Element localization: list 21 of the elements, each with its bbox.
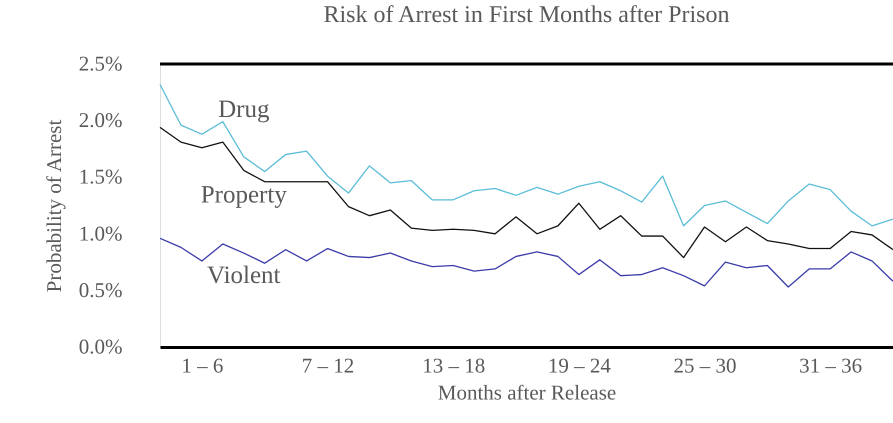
y-tick-label: 2.0% [78, 108, 122, 132]
x-tick-label: 13 – 18 [422, 354, 486, 378]
y-axis-title: Probability of Arrest [42, 120, 66, 292]
line-series [159, 238, 893, 288]
y-tick-label: 1.5% [78, 164, 122, 189]
line-series [159, 84, 893, 227]
y-tick-label: 0.5% [78, 278, 122, 302]
chart-title: Risk of Arrest in First Months after Prison [324, 2, 730, 28]
line-series [159, 126, 893, 258]
y-tick-label: 1.0% [78, 221, 122, 246]
x-tick-label: 19 – 24 [548, 354, 612, 378]
series-label: Drug [218, 96, 270, 123]
x-tick-label: 25 – 30 [674, 354, 737, 378]
series-label: Violent [207, 262, 281, 290]
y-tick-label: 0.0% [78, 334, 122, 358]
x-tick-label: 31 – 36 [799, 354, 862, 378]
y-tick-label: 2.5% [78, 52, 122, 76]
x-tick-label: 7 – 12 [302, 354, 354, 378]
x-tick-label: 1 – 6 [181, 354, 224, 378]
x-axis-title: Months after Release [438, 380, 616, 404]
series-label: Property [200, 181, 288, 208]
